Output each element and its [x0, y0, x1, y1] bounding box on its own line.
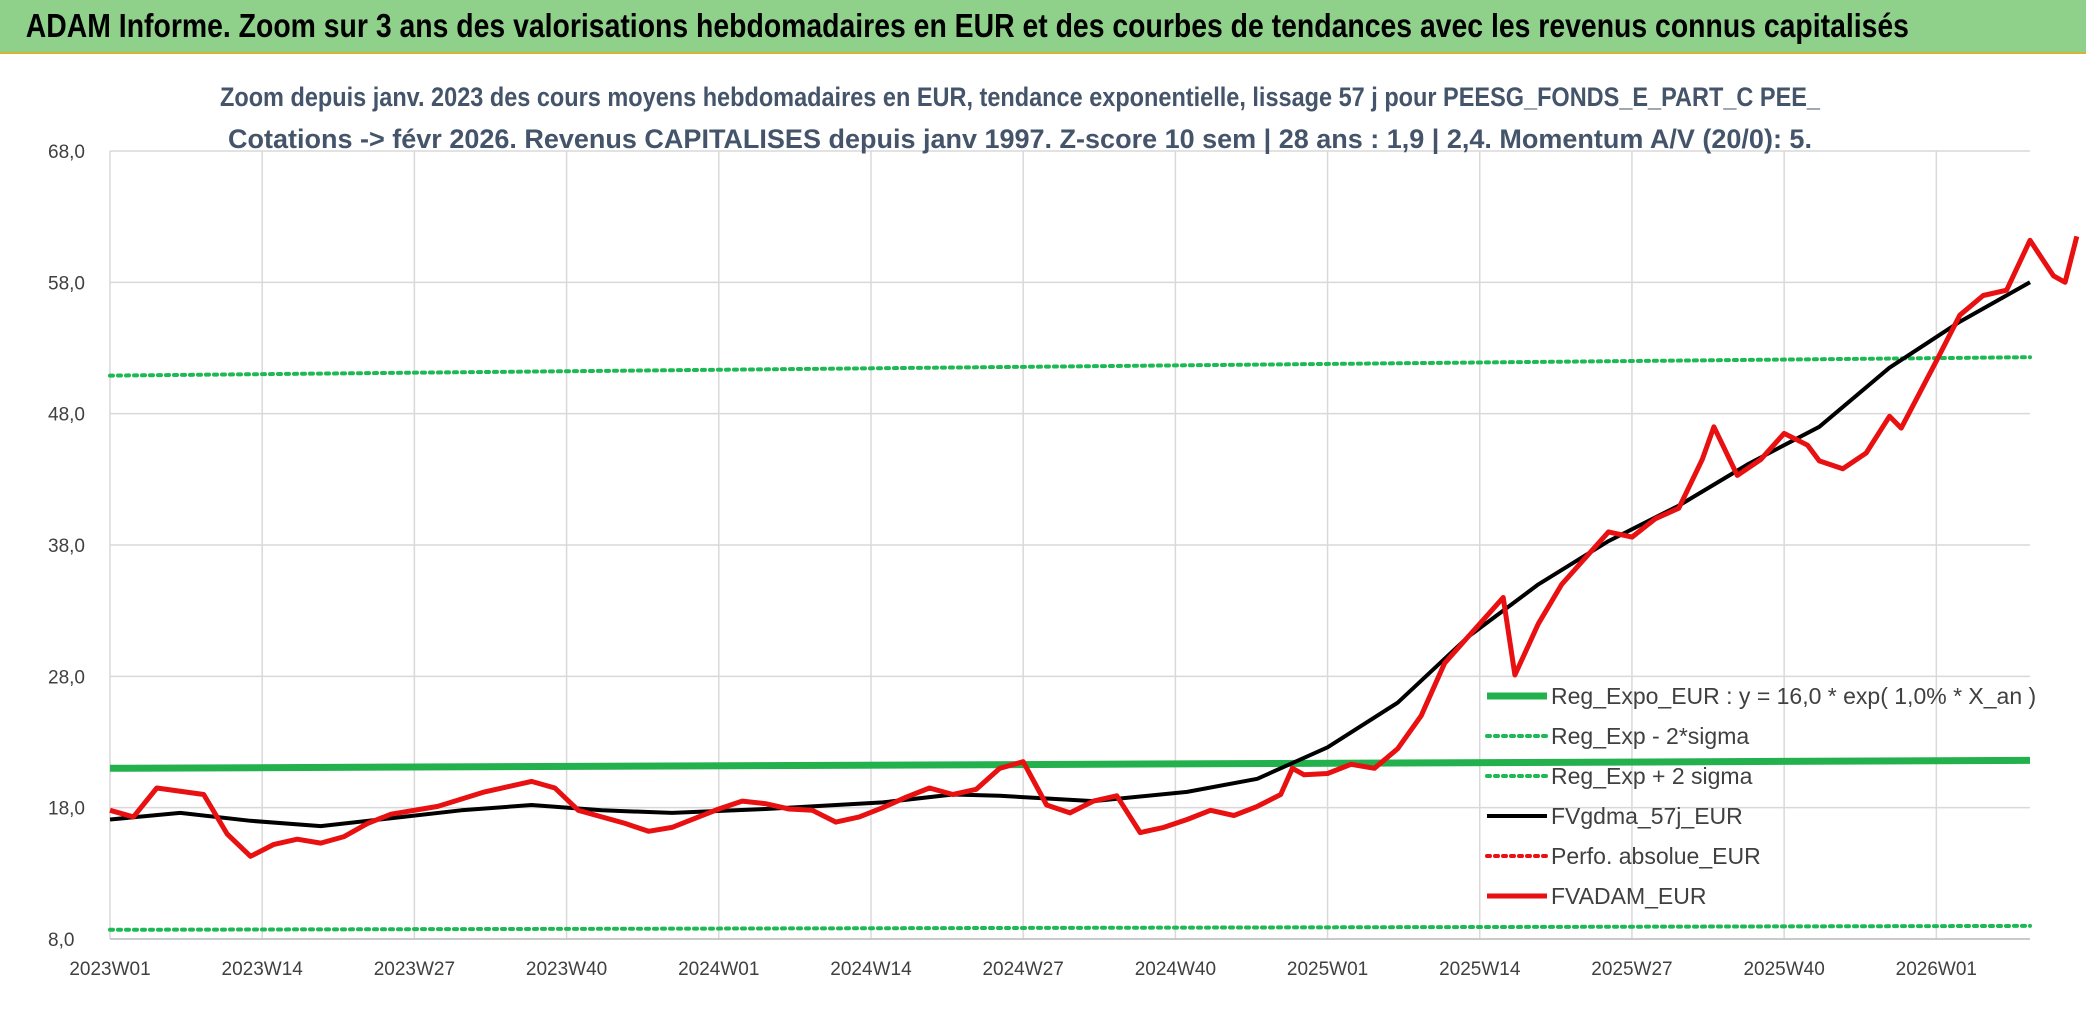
x-axis-ticks: 2023W01 2023W14 2023W27 2023W40 2024W01 2024W… — [69, 959, 1977, 980]
legend: Reg_Expo_EUR : y = 16,0 * exp( 1,0% * X_… — [1485, 683, 2036, 909]
banner: ADAM Informe. Zoom sur 3 ans des valoris… — [0, 0, 2086, 54]
legend-label: Reg_Expo_EUR : y = 16,0 * exp( 1,0% * X_… — [1551, 683, 2036, 709]
y-tick-label: 68,0 — [48, 142, 85, 163]
series-reg-exp-2-sigma-line — [108, 355, 2032, 378]
x-tick-label: 2025W14 — [1439, 959, 1521, 980]
x-tick-label: 2024W01 — [678, 959, 759, 980]
x-tick-label: 2024W40 — [1135, 959, 1216, 980]
legend-label: Perfo. absolue_EUR — [1551, 843, 1761, 869]
x-tick-label: 2023W40 — [526, 959, 607, 980]
y-tick-label: 18,0 — [48, 799, 85, 820]
x-tick-label: 2026W01 — [1896, 959, 1977, 980]
grid-lines — [109, 150, 2030, 940]
legend-label: Reg_Exp + 2 sigma — [1551, 763, 1753, 789]
chart-title-line1: Zoom depuis janv. 2023 des cours moyens … — [220, 82, 1821, 112]
chart-title-line2: Cotations -> févr 2026. Revenus CAPITALI… — [228, 124, 1812, 154]
series-fvadam-eur-line — [109, 235, 2080, 859]
banner-title: ADAM Informe. Zoom sur 3 ans des valoris… — [25, 7, 1909, 44]
y-tick-label: 58,0 — [48, 273, 85, 294]
series-lines — [108, 235, 2080, 932]
y-tick-label: 48,0 — [48, 405, 85, 426]
chart-area: 8,0 18,0 28,0 38,0 48,0 58,0 68,0 2023W01 2023W… — [0, 56, 2086, 1031]
x-tick-label: 2023W27 — [374, 959, 455, 980]
x-tick-label: 2023W14 — [222, 959, 304, 980]
chart-background — [0, 56, 2086, 1031]
y-tick-label: 8,0 — [48, 930, 74, 951]
x-tick-label: 2025W27 — [1591, 959, 1672, 980]
y-tick-label: 38,0 — [48, 536, 85, 557]
y-tick-label: 28,0 — [48, 667, 85, 688]
series-reg-expo-eur-y-16-0-exp-1-0-x--line — [109, 756, 2031, 772]
legend-label: Reg_Exp - 2*sigma — [1551, 723, 1749, 749]
x-tick-label: 2025W40 — [1743, 959, 1824, 980]
y-axis-ticks: 8,0 18,0 28,0 38,0 48,0 58,0 68,0 — [48, 142, 85, 951]
x-tick-label: 2024W27 — [982, 959, 1063, 980]
legend-label: FVADAM_EUR — [1551, 883, 1707, 909]
x-tick-label: 2023W01 — [69, 959, 150, 980]
x-tick-label: 2024W14 — [830, 959, 912, 980]
chart-svg: 8,018,028,038,048,058,068,0 2023W01 2023W… — [0, 56, 2086, 1031]
series-reg-exp-2-sigma-line — [108, 923, 2032, 932]
legend-label: FVgdma_57j_EUR — [1551, 803, 1743, 829]
x-tick-label: 2025W01 — [1287, 959, 1368, 980]
